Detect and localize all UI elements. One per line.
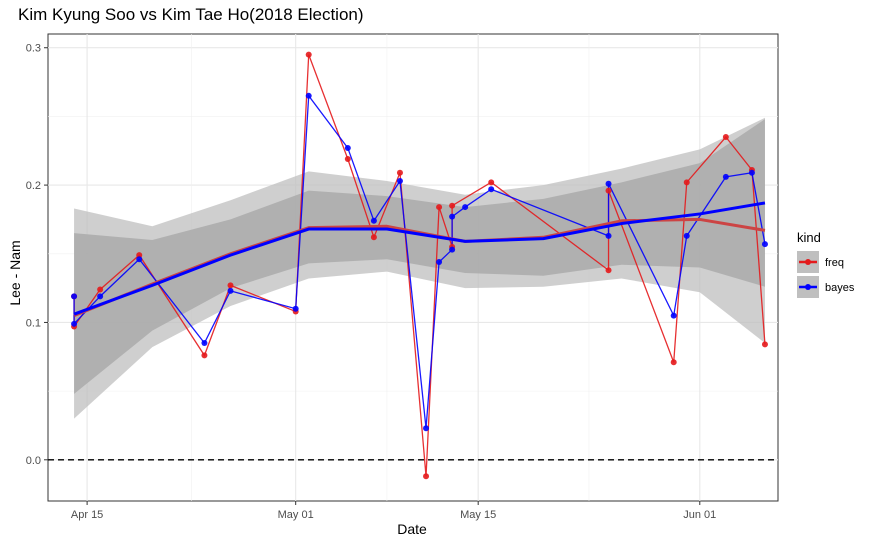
data-point-bayes xyxy=(292,305,299,312)
data-point-bayes xyxy=(344,145,351,152)
data-point-bayes xyxy=(449,246,456,253)
data-point-freq xyxy=(761,341,768,348)
x-tick-label: May 01 xyxy=(278,509,314,521)
legend-label-freq: freq xyxy=(825,257,844,269)
data-point-freq xyxy=(344,155,351,162)
data-point-bayes xyxy=(488,186,495,193)
data-point-bayes xyxy=(71,293,78,300)
y-tick-label: 0.3 xyxy=(26,43,41,55)
y-tick-label: 0.2 xyxy=(26,180,41,192)
data-point-bayes xyxy=(722,173,729,180)
confidence-bands xyxy=(74,117,765,419)
data-point-bayes xyxy=(605,180,612,187)
chart-title: Kim Kyung Soo vs Kim Tae Ho(2018 Electio… xyxy=(18,5,364,24)
data-point-bayes xyxy=(370,217,377,224)
data-point-freq xyxy=(683,179,690,186)
data-point-bayes xyxy=(462,204,469,211)
data-point-bayes xyxy=(605,232,612,239)
data-point-freq xyxy=(136,252,143,259)
legend-point-bayes xyxy=(805,284,811,290)
data-point-bayes xyxy=(449,213,456,220)
data-point-freq xyxy=(370,234,377,241)
data-point-freq xyxy=(449,202,456,209)
y-tick-label: 0.1 xyxy=(26,317,41,329)
confidence-band-bayes xyxy=(74,119,765,394)
x-tick-label: Jun 01 xyxy=(683,509,716,521)
y-tick-label: 0.0 xyxy=(26,455,41,467)
data-point-freq xyxy=(305,51,312,58)
data-point-freq xyxy=(605,267,612,274)
data-point-bayes xyxy=(748,169,755,176)
x-tick-label: May 15 xyxy=(460,509,496,521)
data-point-freq xyxy=(436,204,443,211)
data-point-freq xyxy=(396,169,403,176)
data-point-bayes xyxy=(761,241,768,248)
smooth-line-bayes xyxy=(73,201,766,316)
legend-point-freq xyxy=(805,259,811,265)
data-point-bayes xyxy=(423,425,430,432)
data-point-bayes xyxy=(201,340,208,347)
x-axis-title: Date xyxy=(397,521,427,537)
y-axis-title: Lee - Nam xyxy=(7,240,23,305)
data-point-bayes xyxy=(670,312,677,319)
data-point-freq xyxy=(488,179,495,186)
smooth-layer xyxy=(73,201,766,317)
data-point-bayes xyxy=(227,287,234,294)
data-point-bayes xyxy=(71,320,78,327)
series-line-bayes xyxy=(73,94,766,429)
data-point-freq xyxy=(227,282,234,289)
legend-title: kind xyxy=(797,230,821,245)
data-point-freq xyxy=(670,359,677,366)
axis-layer: 0.0 0.1 0.2 0.3 Apr 15 May 01 May 15 Jun 01 xyxy=(26,43,717,521)
data-point-freq xyxy=(605,187,612,194)
data-point-bayes xyxy=(396,177,403,184)
data-point-freq xyxy=(201,352,208,359)
x-tick-label: Apr 15 xyxy=(71,509,103,521)
data-point-bayes xyxy=(97,293,104,300)
data-point-freq xyxy=(722,134,729,141)
data-point-bayes xyxy=(305,92,312,99)
data-point-freq xyxy=(423,473,430,480)
data-point-bayes xyxy=(683,232,690,239)
data-point-freq xyxy=(97,286,104,293)
series-layer xyxy=(71,51,768,480)
legend-label-bayes: bayes xyxy=(825,282,855,294)
data-point-bayes xyxy=(136,256,143,263)
legend: kind freq bayes xyxy=(797,230,855,298)
data-point-bayes xyxy=(436,259,443,266)
